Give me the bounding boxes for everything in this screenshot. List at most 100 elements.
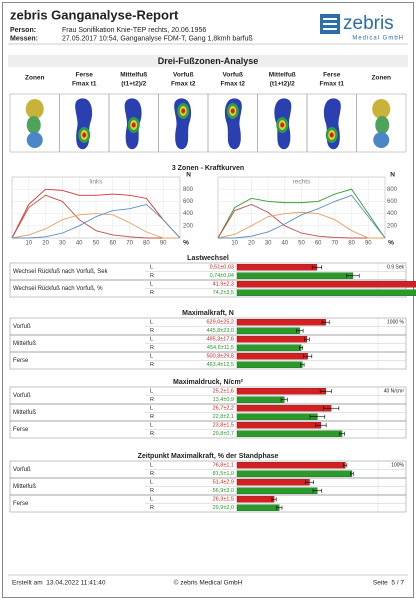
value-label: 74,2±3,5 [213, 290, 234, 296]
footprint-shape [26, 132, 43, 148]
value-label: 495,3±17,6 [207, 337, 235, 343]
side-label: R [150, 345, 154, 351]
messen-label: Messen: [10, 35, 38, 42]
side-label: R [150, 414, 154, 420]
row-label: Vorfuß [13, 467, 31, 473]
value-label: 41,9±2,3 [213, 282, 234, 288]
footprint-shape [375, 116, 390, 134]
y-unit: N [186, 172, 191, 179]
y-tick-label: 200 [387, 223, 398, 229]
zone-column-header: Fmax t2 [220, 81, 245, 88]
chart-title: links [89, 179, 103, 186]
bar [236, 353, 308, 360]
scale-label: 40 N/cm² [384, 388, 405, 394]
person-label: Person: [10, 27, 36, 34]
row-label: Ferse [13, 427, 29, 433]
value-label: 56,9±3,0 [213, 488, 234, 494]
row-label: Ferse [13, 358, 29, 364]
force-curve [12, 203, 181, 239]
zone-column-header: Zonen [372, 75, 392, 82]
row-label: Mittelfuß [13, 341, 36, 347]
curves-title: 3 Zonen - Kraftkurven [172, 165, 244, 172]
value-label: 25,2±1,6 [213, 389, 234, 395]
row-label: Vorfuß [13, 393, 31, 399]
footprint [224, 98, 242, 150]
side-label: L [150, 337, 153, 343]
side-label: R [150, 273, 154, 279]
side-label: L [150, 423, 153, 429]
report-title: zebris Ganganalyse-Report [10, 7, 179, 22]
x-tick-label: 20 [42, 241, 49, 247]
value-label: 22,8±2,1 [213, 414, 234, 420]
value-label: 500,8±29,8 [207, 354, 235, 360]
footprint-shape [25, 99, 44, 119]
row-label: Wechsel Rückfuß nach Vorfuß, % [13, 286, 103, 292]
bar [236, 422, 322, 429]
logo-icon [320, 14, 340, 34]
row-label: Vorfuß [13, 324, 31, 330]
side-label: R [150, 328, 154, 334]
value-label: 26,3±1,5 [213, 497, 234, 503]
value-label: 13,4±0,9 [213, 397, 234, 403]
footprint-cell [356, 93, 407, 153]
value-label: 29,8±0,7 [213, 431, 234, 437]
footprint [323, 98, 341, 150]
x-tick-label: 40 [281, 241, 288, 247]
side-label: L [150, 265, 153, 271]
side-label: L [150, 320, 153, 326]
section-title: Zeitpunkt Maximalkraft, % der Standphase [138, 453, 279, 460]
y-unit: N [390, 172, 395, 179]
x-tick-label: 60 [315, 241, 322, 247]
y-tick-label: 400 [387, 211, 398, 217]
footprint [274, 98, 292, 150]
x-tick-label: 70 [332, 241, 339, 247]
value-label: 0,74±0,04 [210, 273, 234, 279]
x-tick-label: 50 [93, 241, 100, 247]
zone-column-header: Zonen [25, 75, 45, 82]
y-tick-label: 800 [387, 187, 398, 193]
bar [236, 361, 303, 368]
side-label: L [150, 354, 153, 360]
footprint-shape [181, 108, 186, 114]
footprint-shape [329, 132, 334, 138]
side-label: R [150, 397, 154, 403]
footprint-shape [82, 132, 87, 138]
bar [236, 264, 318, 271]
bar [236, 388, 327, 395]
footer-page: Seite 5 / 7 [373, 580, 404, 587]
force-curve [11, 194, 180, 239]
footer-created: Erstellt am 13.04.2022 11:41:40 [12, 580, 106, 587]
value-label: 23,8±1,5 [213, 423, 234, 429]
zone-column-header: Fmax t1 [72, 81, 97, 88]
row-label: Mittelfuß [13, 484, 36, 490]
value-label: 445,8±23,0 [207, 328, 235, 334]
bar [236, 462, 346, 469]
footprint [124, 98, 142, 150]
footprint-shape [230, 108, 235, 114]
y-tick-label: 600 [183, 199, 194, 205]
force-curve [217, 203, 385, 239]
x-unit: % [183, 240, 189, 247]
side-label: L [150, 480, 153, 486]
section-band [8, 55, 408, 67]
side-label: R [150, 505, 154, 511]
force-curve [11, 188, 181, 239]
bar [236, 344, 302, 351]
logo-sub: Medical GmbH [352, 36, 404, 42]
bar [236, 405, 332, 412]
footprint-shape [131, 122, 136, 128]
value-label: 51,4±2,9 [213, 480, 234, 486]
bar [236, 289, 416, 296]
side-label: L [150, 497, 153, 503]
chart-title: rechts [293, 179, 311, 186]
zone-column-header: Vorfuß [223, 72, 243, 79]
side-label: L [150, 282, 153, 288]
value-label: 629,0±25,2 [207, 320, 235, 326]
zone-column-header: (t1+t2)/2 [121, 81, 146, 88]
footprint [25, 99, 44, 148]
value-label: 81,5±1,0 [213, 471, 234, 477]
value-label: 0,51±0,03 [210, 265, 234, 271]
scale-label: 0.9 Sek [387, 264, 404, 270]
bar [236, 496, 275, 503]
